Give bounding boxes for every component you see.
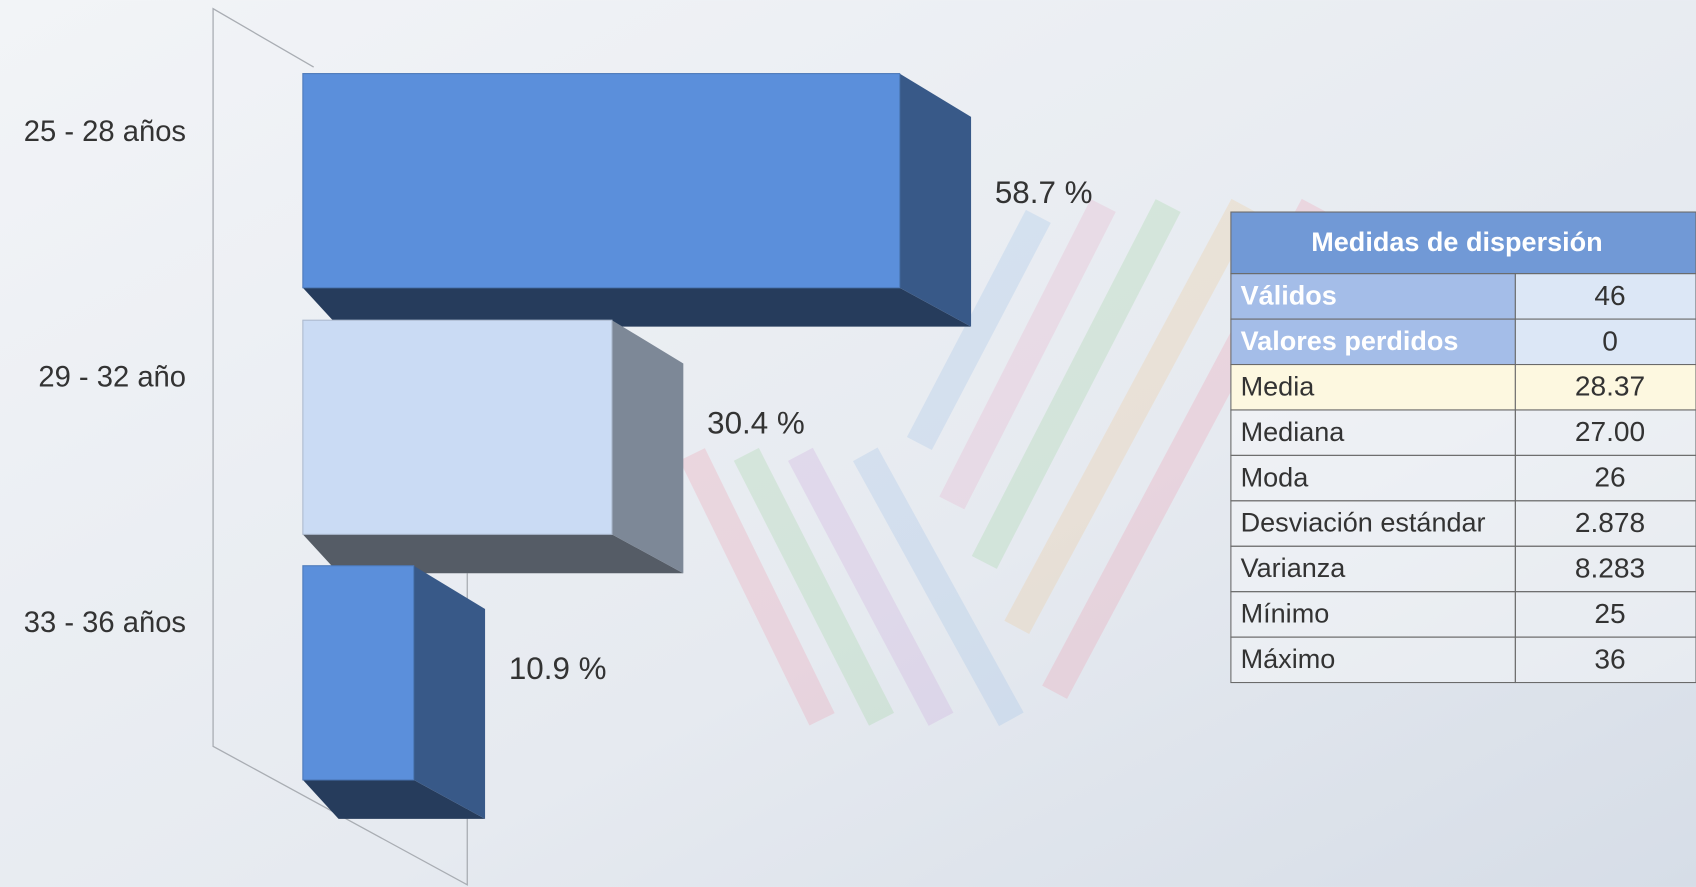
row-label: Varianza: [1241, 553, 1347, 583]
category-label: 33 - 36 años: [24, 607, 186, 639]
bar: [302, 73, 901, 289]
bar-side: [611, 320, 684, 574]
bar: [302, 319, 613, 535]
row-label: Media: [1241, 371, 1316, 401]
table-cell: [1514, 454, 1696, 502]
row-value: 26: [1594, 462, 1625, 493]
category-label: 29 - 32 año: [38, 361, 186, 393]
row-label: Moda: [1241, 462, 1310, 492]
table-cell: [1230, 364, 1516, 411]
table-cell: [1514, 364, 1696, 411]
row-value: 28.37: [1575, 371, 1645, 402]
table-cell: [1514, 545, 1696, 593]
bar-side: [413, 565, 486, 819]
table-cell: [1514, 273, 1696, 320]
table-cell: [1514, 500, 1696, 547]
bar: [302, 565, 415, 781]
table-title: Medidas de dispersión: [1311, 227, 1602, 257]
row-value: 36: [1594, 643, 1625, 674]
table-cell: [1514, 318, 1696, 366]
bar-bottom: [302, 779, 486, 819]
value-label: 30.4 %: [707, 405, 805, 440]
row-value: 25: [1594, 598, 1625, 629]
table-cell: [1514, 591, 1696, 638]
row-label: Máximo: [1241, 644, 1336, 674]
bar-bottom: [302, 287, 972, 327]
bar-bottom: [302, 534, 684, 574]
value-label: 58.7 %: [995, 175, 1093, 210]
table-cell: [1230, 273, 1516, 320]
table-cell: [1514, 636, 1696, 684]
table-cell: [1230, 454, 1516, 502]
table-header: [1230, 211, 1696, 275]
category-label: 25 - 28 años: [24, 116, 186, 148]
row-label: Mediana: [1241, 417, 1346, 447]
table-cell: [1230, 545, 1516, 593]
row-label: Desviación estándar: [1241, 508, 1486, 538]
table-cell: [1230, 409, 1516, 456]
row-value: 8.283: [1575, 552, 1645, 583]
table-cell: [1514, 409, 1696, 456]
bar-side: [899, 73, 972, 327]
row-value: 27.00: [1575, 416, 1645, 447]
row-value: 0: [1602, 325, 1618, 356]
row-value: 2.878: [1575, 507, 1645, 538]
row-value: 46: [1594, 280, 1625, 311]
row-label: Válidos: [1241, 281, 1337, 311]
row-label: Valores perdidos: [1241, 326, 1459, 356]
row-label: Mínimo: [1241, 599, 1330, 629]
table-cell: [1230, 500, 1516, 547]
value-label: 10.9 %: [509, 651, 607, 686]
